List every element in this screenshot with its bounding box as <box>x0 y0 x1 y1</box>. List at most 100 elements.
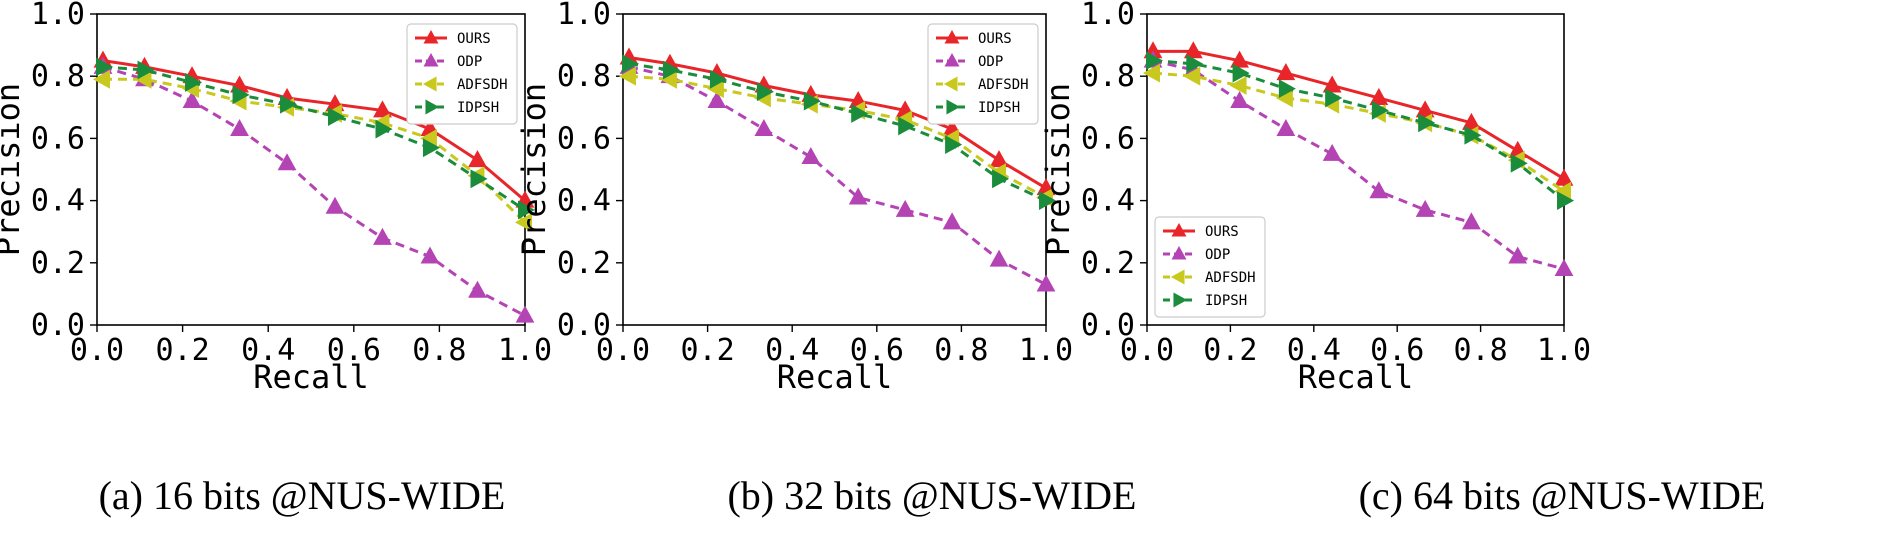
y-tick-label-a: 0.2 <box>31 246 85 281</box>
point-adfsdh-c <box>1142 63 1160 83</box>
x-tick-label-c: 0.4 <box>1287 333 1341 368</box>
point-odp-a <box>182 91 202 109</box>
series-line-idpsh-c <box>1152 59 1565 202</box>
point-adfsdh-c <box>1229 76 1247 95</box>
point-ours-c <box>1369 87 1389 105</box>
point-ours-b <box>989 150 1009 168</box>
series-line-idpsh-b <box>628 62 1047 202</box>
legend-label-idpsh-b: IDPSH <box>978 100 1020 116</box>
point-idpsh-b <box>898 116 916 136</box>
series-line-odp-b <box>628 65 1047 286</box>
point-idpsh-c <box>1418 113 1436 133</box>
point-odp-c <box>1369 181 1389 199</box>
x-axis-label-b: Recall <box>777 358 893 396</box>
point-idpsh-c <box>1232 63 1250 83</box>
x-tick-label-c: 0.6 <box>1370 333 1424 368</box>
point-odp-a <box>420 246 440 264</box>
y-tick-label-b: 1.0 <box>557 0 611 32</box>
x-tick-label-b: 0.6 <box>850 333 904 368</box>
point-idpsh-c <box>1557 191 1575 210</box>
point-idpsh-a <box>185 73 203 92</box>
point-odp-b <box>754 119 774 137</box>
point-idpsh-c <box>1510 153 1528 173</box>
y-tick-label-a: 0.4 <box>31 184 85 219</box>
point-idpsh-a <box>470 169 488 189</box>
series-line-odp-a <box>102 65 526 317</box>
point-idpsh-c <box>1371 101 1389 120</box>
legend-marker-odp-a <box>423 52 439 67</box>
chart-a: 0.0 0.2 0.4 0.6 0.8 1.0 0.0 0.2 0.4 0.6 0.8 1.0 Reca… <box>0 0 552 396</box>
y-axis-label-c: Precision <box>1039 83 1077 256</box>
point-odp-b <box>942 212 962 230</box>
point-idpsh-b <box>662 60 680 80</box>
y-axis-label-a: Precision <box>0 83 27 256</box>
point-ours-a <box>468 150 487 168</box>
point-odp-a <box>277 153 297 171</box>
y-tick-label-c: 0.8 <box>1081 59 1135 94</box>
point-idpsh-c <box>1325 88 1343 108</box>
point-ours-c <box>1462 112 1481 130</box>
point-idpsh-a <box>375 119 393 139</box>
plot-frame-a <box>96 13 526 326</box>
x-axis-label-a: Recall <box>253 358 369 396</box>
point-odp-b <box>895 199 915 217</box>
y-tick-label-c: 0.6 <box>1081 121 1135 156</box>
x-tick-label-a: 1.0 <box>498 333 552 368</box>
legend-label-odp-a: ODP <box>457 54 482 70</box>
y-tick-label-b: 0.4 <box>557 184 611 219</box>
x-tick-label-b: 0.0 <box>596 333 650 368</box>
point-idpsh-b <box>1039 191 1057 210</box>
legend-marker-odp-b <box>944 52 960 67</box>
point-odp-b <box>1036 274 1056 292</box>
legend-label-odp-c: ODP <box>1205 247 1230 263</box>
chart-c: 0.0 0.2 0.4 0.6 0.8 1.0 0.0 0.2 0.4 0.6 0.8 1.0 Reca… <box>1039 0 1591 396</box>
point-ours-c <box>1183 41 1203 59</box>
point-ours-c <box>1322 75 1342 93</box>
point-ours-c <box>1230 50 1249 68</box>
x-tick-label-c: 0.8 <box>1454 333 1508 368</box>
point-adfsdh-a <box>92 69 110 89</box>
point-adfsdh-b <box>618 66 636 86</box>
legend-box-c <box>1154 216 1266 318</box>
point-ours-c <box>1276 63 1296 81</box>
point-idpsh-a <box>137 60 155 80</box>
x-axis-label-c: Recall <box>1298 358 1414 396</box>
point-odp-b <box>801 147 821 165</box>
point-idpsh-c <box>1186 54 1204 74</box>
y-tick-label-b: 0.0 <box>557 308 611 343</box>
x-tick-label-b: 0.8 <box>934 333 988 368</box>
x-tick-label-a: 0.2 <box>156 333 210 368</box>
legend-label-idpsh-a: IDPSH <box>457 100 499 116</box>
point-odp-a <box>325 196 345 214</box>
point-odp-a <box>515 305 535 323</box>
y-tick-label-a: 0.0 <box>31 308 85 343</box>
point-odp-a <box>468 280 487 298</box>
point-idpsh-b <box>851 104 869 123</box>
legend-label-idpsh-c: IDPSH <box>1205 293 1247 309</box>
point-idpsh-a <box>423 138 441 158</box>
legend-label-adfsdh-a: ADFSDH <box>457 77 508 93</box>
y-tick-label-a: 0.6 <box>31 121 85 156</box>
point-idpsh-c <box>1464 125 1482 145</box>
legend-marker-ours-b <box>944 29 960 44</box>
x-tick-label-c: 0.2 <box>1203 333 1257 368</box>
point-adfsdh-c <box>1183 66 1201 86</box>
point-odp-b <box>707 91 727 109</box>
point-idpsh-b <box>709 69 727 89</box>
x-tick-label-c: 1.0 <box>1537 333 1591 368</box>
x-tick-label-a: 0.4 <box>241 333 295 368</box>
point-odp-c <box>1276 119 1296 137</box>
legend-label-adfsdh-b: ADFSDH <box>978 77 1029 93</box>
x-tick-label-b: 1.0 <box>1019 333 1073 368</box>
y-tick-label-c: 0.2 <box>1081 246 1135 281</box>
series-line-ours-a <box>102 59 526 202</box>
caption-a: (a) 16 bits @NUS-WIDE <box>98 473 506 518</box>
point-idpsh-a <box>327 107 346 127</box>
legend-box-a <box>406 23 518 125</box>
series-line-adfsdh-b <box>628 74 1047 199</box>
y-tick-label-c: 1.0 <box>1081 0 1135 32</box>
legend-box-b <box>927 23 1039 125</box>
y-tick-label-a: 0.8 <box>31 59 85 94</box>
point-odp-a <box>230 119 249 137</box>
